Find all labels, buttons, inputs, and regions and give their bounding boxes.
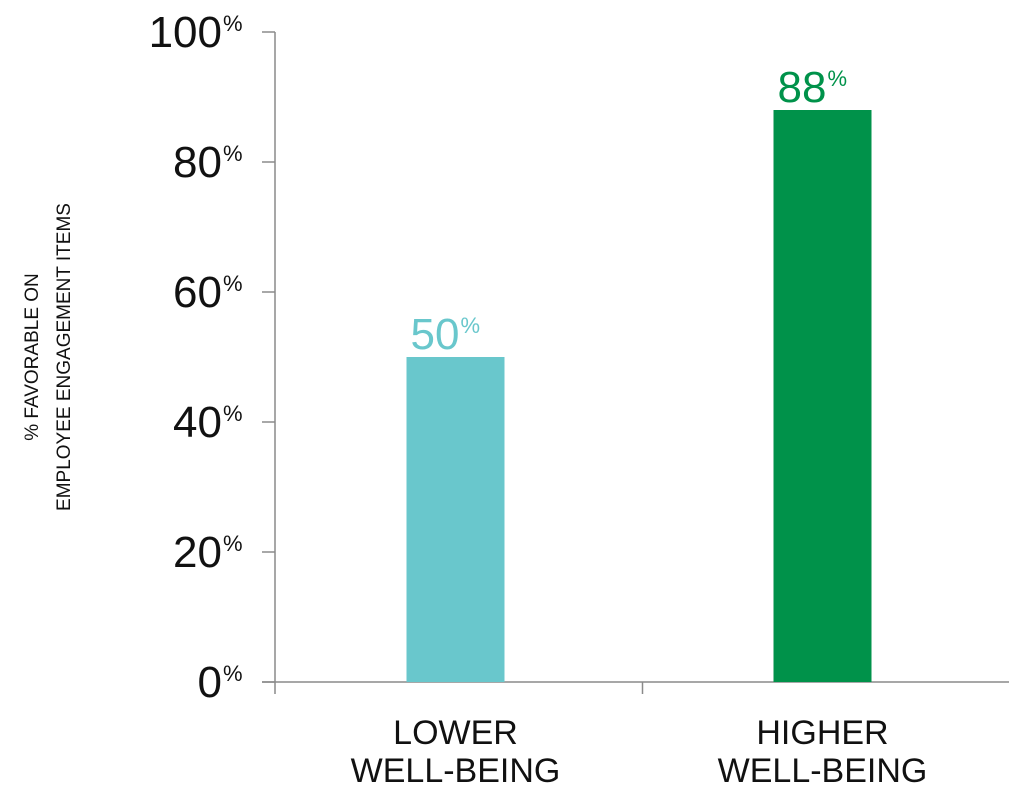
- y-tick-label: 40: [173, 398, 222, 447]
- bar-value-label: 88: [778, 63, 827, 112]
- axes: [262, 32, 1009, 694]
- y-tick-unit: %: [223, 271, 243, 296]
- y-axis-label: EMPLOYEE ENGAGEMENT ITEMS: [54, 203, 75, 511]
- y-tick-unit: %: [223, 11, 243, 36]
- bar-value-label: 50: [411, 310, 460, 359]
- y-tick-unit: %: [223, 661, 243, 686]
- y-tick-label: 80: [173, 138, 222, 187]
- y-tick-unit: %: [223, 401, 243, 426]
- x-category-label: WELL-BEING: [351, 752, 561, 790]
- x-category-label: WELL-BEING: [718, 752, 928, 790]
- x-category-label: LOWER: [393, 714, 518, 752]
- y-tick-unit: %: [223, 141, 243, 166]
- y-axis-label: % FAVORABLE ON: [22, 273, 43, 441]
- bar-value-unit: %: [828, 66, 848, 91]
- y-tick-label: 0: [198, 658, 222, 707]
- y-tick-label: 60: [173, 268, 222, 317]
- x-category-label: HIGHER: [756, 714, 888, 752]
- y-axis-ticks: 0 %20 %40 %60 %80 %100%: [149, 8, 275, 707]
- y-tick-label: 100: [149, 8, 222, 57]
- bar-value-unit: %: [461, 313, 481, 338]
- y-tick-label: 20: [173, 528, 222, 577]
- bars: [406, 110, 872, 682]
- bar: [773, 110, 872, 682]
- bar: [406, 357, 505, 682]
- y-tick-unit: %: [223, 531, 243, 556]
- value-labels: 50 %88%: [411, 63, 848, 359]
- y-axis-title: % FAVORABLE ON EMPLOYEE ENGAGEMENT ITEMS: [22, 203, 75, 511]
